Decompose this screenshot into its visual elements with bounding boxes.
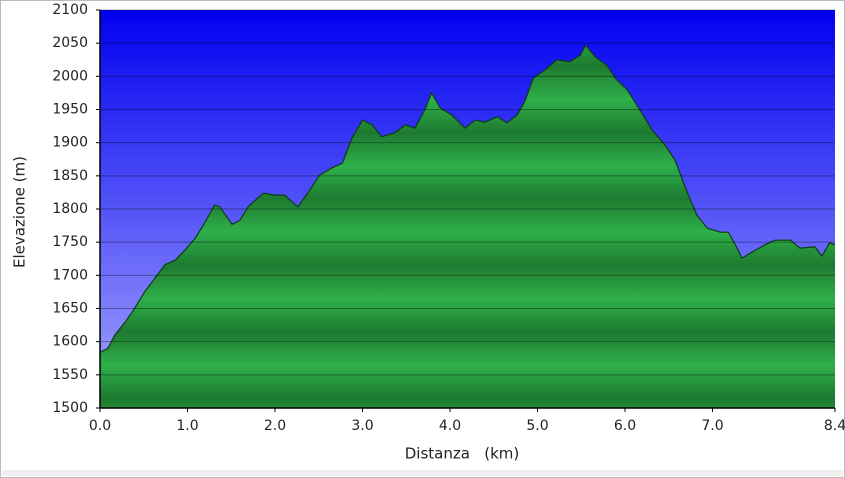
y-tick-label: 1800 [52, 201, 88, 217]
elevation-line [99, 44, 836, 353]
y-tick-label: 2050 [52, 35, 88, 51]
y-tick-label: 1900 [52, 135, 88, 151]
x-tick-label: 3.0 [351, 418, 373, 434]
y-tick-label: 1500 [52, 400, 88, 416]
x-tick-label: 4.0 [439, 418, 461, 434]
y-tick-label: 2000 [52, 68, 88, 84]
x-tick-label: 2.0 [264, 418, 286, 434]
footer-strip [2, 470, 843, 476]
y-tick-label: 1600 [52, 334, 88, 350]
x-tick-label: 6.0 [614, 418, 636, 434]
elevation-area [100, 45, 835, 408]
y-tick-label: 1550 [52, 367, 88, 383]
x-tick-label: 8.4 [824, 418, 845, 434]
y-tick-label: 1650 [52, 301, 88, 317]
x-axis-title: Distanza (km) [405, 445, 520, 463]
x-tick-label: 5.0 [526, 418, 548, 434]
y-axis-title: Elevazione (m) [11, 156, 29, 268]
y-tick-label: 2100 [52, 2, 88, 18]
x-tick-label: 7.0 [701, 418, 723, 434]
y-tick-label: 1750 [52, 234, 88, 250]
x-tick-label: 0.0 [89, 418, 111, 434]
x-tick-label: 1.0 [176, 418, 198, 434]
y-tick-label: 1850 [52, 168, 88, 184]
y-tick-label: 1950 [52, 102, 88, 118]
y-tick-label: 1700 [52, 267, 88, 283]
